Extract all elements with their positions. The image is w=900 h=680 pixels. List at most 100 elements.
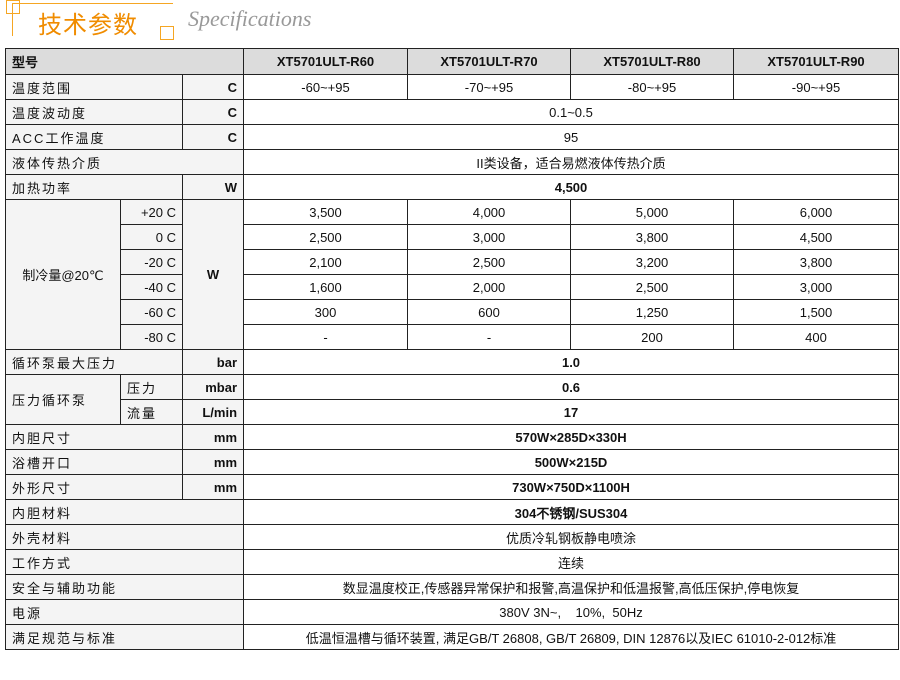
sub-label: 0 C <box>120 224 183 250</box>
table-row: 压力循环泵 压力 mbar 0.6 <box>5 374 900 425</box>
cell: 200 <box>570 324 735 350</box>
cell: 3,000 <box>733 274 900 300</box>
cell: -60~+95 <box>243 74 409 100</box>
cell: -70~+95 <box>407 74 572 100</box>
cell: 304不锈钢/SUS304 <box>243 499 900 525</box>
spec-table: 型号 XT5701ULT-R60 XT5701ULT-R70 XT5701ULT… <box>4 48 900 650</box>
cell: 1,500 <box>733 299 900 325</box>
table-row: 外壳材料 优质冷轧钢板静电喷涂 <box>4 524 900 550</box>
model-header: XT5701ULT-R70 <box>407 48 572 75</box>
table-row: 满足规范与标准 低温恒温槽与循环装置, 满足GB/T 26808, GB/T 2… <box>4 624 900 650</box>
cell: 500W×215D <box>243 449 900 475</box>
model-header: XT5701ULT-R80 <box>570 48 735 75</box>
sub-label: -60 C <box>120 299 183 325</box>
cell: II类设备，适合易燃液体传热介质 <box>243 149 900 175</box>
table-row: 循环泵最大压力 bar 1.0 <box>5 349 900 375</box>
row-unit: mm <box>181 449 245 475</box>
sub-label: -40 C <box>120 274 183 300</box>
row-label: ACC工作温度 <box>5 124 183 150</box>
table-row: 电源 380V 3N~, 10%, 50Hz <box>4 599 900 625</box>
cell: 95 <box>243 124 900 150</box>
cell: 数显温度校正,传感器异常保护和报警,高温保护和低温报警,高低压保护,停电恢复 <box>243 574 900 600</box>
cell: -90~+95 <box>733 74 900 100</box>
sub-label: 流量 <box>120 399 183 425</box>
cell: 730W×750D×1100H <box>243 474 900 500</box>
model-header: XT5701ULT-R90 <box>733 48 900 75</box>
table-row: 内胆材料 304不锈钢/SUS304 <box>4 499 900 525</box>
row-label: 内胆材料 <box>4 499 245 525</box>
cell: 1.0 <box>243 349 900 375</box>
sub-label: -20 C <box>120 249 183 275</box>
table-row: 工作方式 连续 <box>4 549 900 575</box>
row-unit: mm <box>181 424 245 450</box>
table-header-row: 型号 XT5701ULT-R60 XT5701ULT-R70 XT5701ULT… <box>4 48 900 75</box>
cell: 低温恒温槽与循环装置, 满足GB/T 26808, GB/T 26809, DI… <box>243 624 900 650</box>
row-unit: L/min <box>181 399 245 425</box>
row-unit: mbar <box>181 374 245 400</box>
ornament-icon <box>6 0 20 14</box>
table-row: 液体传热介质 II类设备，适合易燃液体传热介质 <box>4 149 900 175</box>
table-row: 温度范围 C -60~+95 -70~+95 -80~+95 -90~+95 <box>5 74 900 100</box>
cell: 3,800 <box>570 224 735 250</box>
row-unit: mm <box>181 474 245 500</box>
cell: 400 <box>733 324 900 350</box>
cell: 2,500 <box>407 249 572 275</box>
table-row: 制冷量@20℃ +20 C W 3,500 4,000 5,000 6,000 <box>5 199 900 350</box>
cell: 4,500 <box>243 174 900 200</box>
row-label: 加热功率 <box>5 174 183 200</box>
row-unit: W <box>181 199 245 350</box>
table-row: 温度波动度 C 0.1~0.5 <box>5 99 900 125</box>
table-row: -20 C 2,100 2,500 3,200 3,800 <box>6 249 900 275</box>
cell: 0.1~0.5 <box>243 99 900 125</box>
cell: 600 <box>407 299 572 325</box>
row-unit: bar <box>181 349 245 375</box>
table-row: 流量 L/min 17 <box>6 399 900 425</box>
cell: - <box>243 324 409 350</box>
sub-label: -80 C <box>120 324 183 350</box>
cell: - <box>407 324 572 350</box>
table-row: -40 C 1,600 2,000 2,500 3,000 <box>6 274 900 300</box>
table-row: -60 C 300 600 1,250 1,500 <box>6 299 900 325</box>
section-subtitle: Specifications <box>188 6 312 31</box>
cell: -80~+95 <box>570 74 735 100</box>
row-unit: C <box>181 124 245 150</box>
row-unit: C <box>181 99 245 125</box>
row-label: 温度范围 <box>5 74 183 100</box>
cell: 570W×285D×330H <box>243 424 900 450</box>
cell: 5,000 <box>570 199 735 225</box>
section-header: 技术参数 <box>6 0 174 40</box>
cell: 3,500 <box>243 199 409 225</box>
cell: 4,500 <box>733 224 900 250</box>
cell: 3,200 <box>570 249 735 275</box>
cell: 4,000 <box>407 199 572 225</box>
cell: 6,000 <box>733 199 900 225</box>
cell: 0.6 <box>243 374 900 400</box>
row-label: 内胆尺寸 <box>5 424 183 450</box>
row-label: 外壳材料 <box>4 524 245 550</box>
row-label: 循环泵最大压力 <box>5 349 183 375</box>
row-label: 工作方式 <box>4 549 245 575</box>
cell: 2,100 <box>243 249 409 275</box>
cell: 2,500 <box>243 224 409 250</box>
row-label: 制冷量@20℃ <box>5 199 121 350</box>
cell: 300 <box>243 299 409 325</box>
sub-label: 压力 <box>120 374 183 400</box>
cell: 1,600 <box>243 274 409 300</box>
section-title: 技术参数 <box>38 12 138 39</box>
cell: 2,000 <box>407 274 572 300</box>
sub-label: +20 C <box>120 199 183 225</box>
header-frame <box>12 3 173 36</box>
ornament-icon <box>160 26 174 40</box>
table-row: 外形尺寸 mm 730W×750D×1100H <box>5 474 900 500</box>
table-row: -80 C - - 200 400 <box>6 324 900 350</box>
cell: 1,250 <box>570 299 735 325</box>
row-label: 浴槽开口 <box>5 449 183 475</box>
row-label: 压力循环泵 <box>5 374 121 425</box>
table-row: 浴槽开口 mm 500W×215D <box>5 449 900 475</box>
cell: 17 <box>243 399 900 425</box>
table-row: 0 C 2,500 3,000 3,800 4,500 <box>6 224 900 250</box>
row-label: 液体传热介质 <box>4 149 245 175</box>
cell: 2,500 <box>570 274 735 300</box>
row-label: 满足规范与标准 <box>4 624 245 650</box>
row-label: 外形尺寸 <box>5 474 183 500</box>
